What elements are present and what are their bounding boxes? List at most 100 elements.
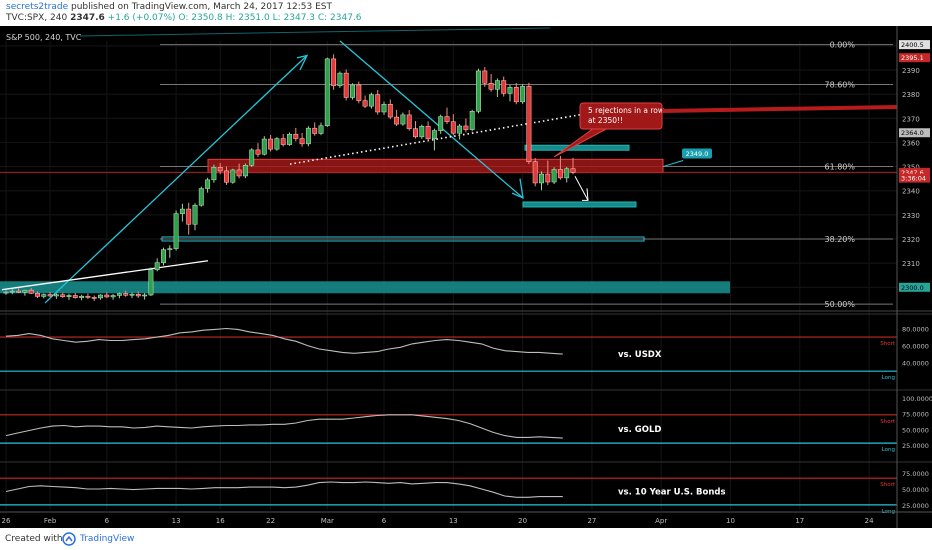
last-price: 2347.6 [70,13,105,23]
candles-layer [3,54,576,302]
candle-body [249,149,255,166]
candle-body [161,249,166,263]
candle-body [337,72,343,86]
oscillator-label: vs. GOLD [618,425,661,435]
candle-body [368,94,374,107]
candle-body [148,269,154,296]
candle-body [494,80,500,90]
fib-level-label: 38.20% [824,235,855,244]
chart-area[interactable]: S&P 500, 240, TVC 0.00% 78.60% 61.80% 38.20… [0,26,932,528]
candle-body [387,104,393,118]
oscillator-tick-label: 80.0000 [902,326,929,334]
candle-body [261,138,267,155]
time-tick-label: 20 [518,517,527,525]
oscillator-label: vs. USDX [618,350,662,360]
oscillator-pane: 100.0000 75.0000 50.0000 25.0000 Short Long vs… [0,389,932,453]
published-text: published on TradingView.com, March 24, … [68,2,333,12]
long-tag: Long [882,447,895,453]
oscillator-tick-label: 25.0000 [902,442,929,450]
candle-body [539,173,544,184]
candle-body [224,170,229,183]
price-badge-label: 2300.0 [901,284,924,292]
chart-background [0,26,932,528]
oscillator-tick-label: 60.0000 [902,343,929,351]
price-change: +1.6 (+0.07%) [107,13,176,23]
price-tick-label: 2370 [902,115,920,123]
candle-body [236,169,242,177]
candle-body [91,297,97,299]
candle-body [173,213,179,249]
drawings-layer[interactable]: 0.00% 78.60% 61.80% 38.20% 50.00% [0,27,897,309]
candle-body [450,121,456,134]
zone-label-connector [662,160,684,168]
fib-level-label: 61.80% [824,163,855,172]
oscillator-tick-label: 50.0000 [902,426,929,434]
fib-level-label: 0.00% [830,41,856,50]
chart-canvas[interactable]: S&P 500, 240, TVC 0.00% 78.60% 61.80% 38.20… [0,26,932,528]
candle-body [501,80,507,94]
candle-body [167,248,173,250]
candle-body [513,87,519,103]
candle-body [400,114,406,125]
author-link[interactable]: secrets2trade [6,2,69,12]
time-tick-label: Apr [655,517,667,525]
price-tick-label: 2350 [902,164,920,172]
price-badge [899,282,930,292]
time-tick-label: 24 [865,517,874,525]
candle-body [35,293,40,297]
time-tick-label: 22 [266,517,275,525]
candle-body [488,83,494,90]
candle-body [457,125,463,134]
oscillator-tick-label: 100.0000 [902,395,932,403]
candle-body [476,70,481,112]
candle-body [198,188,204,206]
candle-body [205,179,211,189]
price-tick-label: 2320 [902,236,920,244]
white-trendline [1,260,209,291]
oscillator-tick-label: 75.0000 [902,411,929,419]
chart-title: S&P 500, 240, TVC [6,33,82,42]
price-badge [899,128,930,138]
candle-body [570,168,576,173]
candle-body [129,294,135,296]
oscillator-line [5,327,563,355]
candle-body [431,130,437,140]
tradingview-brand[interactable]: TradingView [80,534,135,544]
white-arrow-head [582,188,589,201]
candle-body [413,128,418,138]
dotted-trendline [289,112,589,165]
footer: Created with TradingView [0,528,932,550]
short-tag: Short [880,419,896,425]
price-badge [899,167,930,177]
candle-body [274,138,280,150]
candle-body [381,104,387,113]
candle-body [116,293,122,296]
candle-body [551,169,557,183]
publish-header: secrets2trade published on TradingView.c… [0,0,932,26]
price-tick-label: 2330 [902,212,920,220]
candle-body [60,294,66,297]
candle-body [72,295,78,298]
candle-body [312,127,318,134]
candle-body [425,125,431,140]
oscillator-tick-label: 25.0000 [902,502,929,510]
candle-body [79,295,85,298]
candle-body [482,70,488,84]
price-tick-label: 2340 [902,188,920,196]
candle-body [66,295,72,297]
price-badge [899,40,930,50]
upper-teal-box [524,144,630,151]
fib-level-label: 78.60% [824,80,855,89]
candle-body [444,116,450,122]
candle-body [331,58,337,86]
price-badge [899,173,930,183]
up-arrow-head [296,54,309,71]
time-tick-label: 27 [587,517,596,525]
candle-body [230,169,236,183]
time-tick-label: 13 [449,517,458,525]
symbol-label: TVC:SPX, 240 [6,13,68,23]
short-tag: Short [880,341,896,347]
candle-body [293,133,299,139]
